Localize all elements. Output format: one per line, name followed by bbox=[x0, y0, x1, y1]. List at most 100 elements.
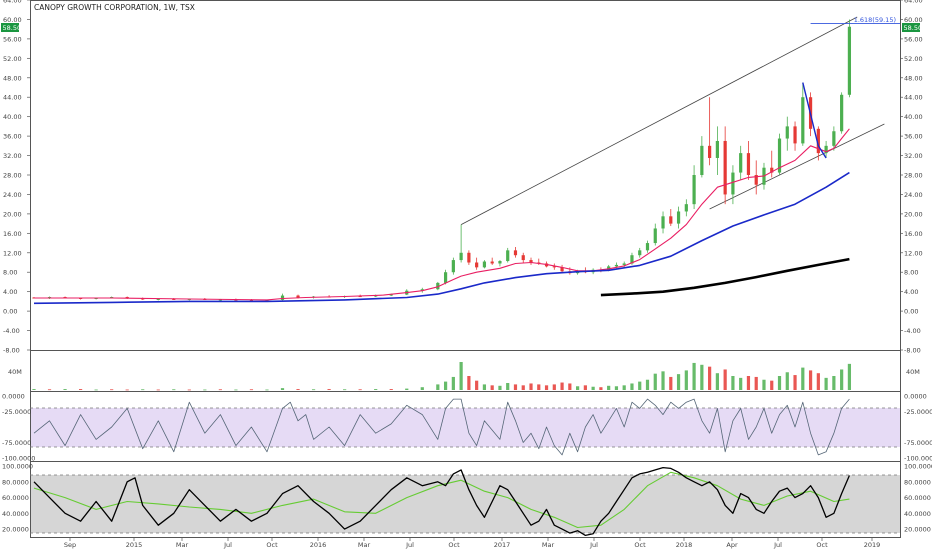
volume-bar bbox=[824, 377, 828, 390]
volume-bar bbox=[529, 383, 533, 390]
volume-bar bbox=[785, 372, 789, 390]
volume-bar bbox=[420, 387, 424, 390]
price-tick-left: 4.00 bbox=[3, 288, 17, 296]
stoch-tick-right: 60.0000 bbox=[904, 494, 931, 502]
price-tick-right: 16.00 bbox=[904, 230, 923, 238]
price-tick-left: 20.00 bbox=[3, 210, 22, 218]
price-tick-right: 12.00 bbox=[904, 249, 923, 257]
volume-bar bbox=[544, 385, 549, 390]
volume-bar bbox=[847, 363, 852, 390]
price-tick-left: 64.00 bbox=[3, 0, 22, 5]
volume-bar bbox=[498, 385, 502, 390]
pane-frames bbox=[30, 0, 901, 538]
time-axis-label: Oct bbox=[266, 541, 278, 549]
price-tick-right: -8.00 bbox=[904, 347, 921, 355]
time-axis-label: Oct bbox=[816, 541, 828, 549]
last-price-right-label: 58.50 bbox=[904, 24, 923, 32]
candle-body bbox=[746, 153, 751, 175]
volume-bar bbox=[700, 364, 704, 390]
price-tick-left: 36.00 bbox=[3, 133, 22, 141]
volume-bar bbox=[777, 376, 782, 390]
volume-bar bbox=[311, 389, 316, 391]
fib-extension: 1.618(59.15) bbox=[810, 16, 900, 24]
candle-body bbox=[560, 267, 564, 272]
candle-body bbox=[280, 295, 285, 300]
volume-bar bbox=[723, 369, 727, 390]
volume-bars bbox=[32, 362, 852, 391]
candle-body bbox=[156, 298, 160, 300]
volume-bar bbox=[692, 362, 696, 390]
candle-body bbox=[754, 175, 758, 185]
volume-bar bbox=[607, 385, 611, 390]
moving-average-line bbox=[33, 171, 850, 305]
time-axis-label: Oct bbox=[448, 541, 460, 549]
candle-body bbox=[622, 263, 626, 265]
candle-body bbox=[490, 261, 494, 264]
time-axis-label: Jul bbox=[773, 541, 782, 549]
candle-body bbox=[467, 252, 471, 263]
candle-body bbox=[638, 250, 642, 256]
volume-bar bbox=[599, 387, 603, 390]
volume-bar bbox=[731, 376, 735, 390]
price-tick-left: 60.00 bbox=[3, 16, 22, 24]
stoch-tick-right: 80.0000 bbox=[904, 478, 931, 486]
channel-line bbox=[460, 16, 858, 225]
volume-bar bbox=[770, 380, 774, 390]
volume-bar bbox=[187, 389, 191, 391]
time-axis-label: Apr bbox=[726, 541, 738, 549]
rsi-tick-right: -25.0000 bbox=[904, 408, 932, 416]
price-tick-right: 64.00 bbox=[904, 0, 923, 5]
stoch-tick-right: 20.0000 bbox=[904, 526, 931, 534]
price-tick-left: 8.00 bbox=[3, 269, 17, 277]
chart-title: CANOPY GROWTH CORPORATION, 1W, TSX bbox=[34, 3, 195, 12]
rsi-band bbox=[30, 408, 900, 447]
sub-pane-axes: 40M 40M 0.0000 0.0000 -25.0000 -25.0000 -75.00… bbox=[2, 368, 932, 534]
volume-bar bbox=[203, 389, 207, 391]
price-tick-right: 4.00 bbox=[904, 288, 918, 296]
candle-body bbox=[475, 262, 479, 268]
volume-bar bbox=[630, 383, 634, 390]
rsi-tick-left: -75.0000 bbox=[2, 439, 31, 447]
volume-bar bbox=[653, 373, 657, 390]
time-axis-label: 2019 bbox=[864, 541, 881, 549]
price-tick-left: -8.00 bbox=[3, 347, 20, 355]
channel-line bbox=[709, 123, 885, 210]
volume-tick-right: 40M bbox=[906, 368, 920, 376]
trend-channel bbox=[460, 16, 885, 225]
stoch-tick-right: 100.0000 bbox=[904, 463, 932, 471]
rsi-tick-left: -25.0000 bbox=[2, 408, 31, 416]
volume-bar bbox=[234, 389, 238, 391]
time-axis-label: 2015 bbox=[126, 541, 143, 549]
volume-bar bbox=[451, 376, 455, 390]
volume-bar bbox=[708, 366, 712, 390]
price-tick-right: 8.00 bbox=[904, 269, 918, 277]
volume-bar bbox=[343, 389, 347, 391]
volume-bar bbox=[754, 376, 758, 390]
candle-body bbox=[684, 204, 688, 212]
volume-bar bbox=[172, 389, 176, 391]
volume-bar bbox=[327, 389, 331, 390]
price-tick-right: -4.00 bbox=[904, 327, 921, 335]
volume-bar bbox=[467, 376, 471, 390]
candle-body bbox=[669, 216, 673, 224]
candle-body bbox=[801, 97, 805, 144]
stoch-tick-left: 20.0000 bbox=[2, 526, 29, 534]
volume-bar bbox=[265, 389, 269, 391]
price-tick-left: -4.00 bbox=[3, 327, 20, 335]
price-tick-left: 56.00 bbox=[3, 35, 22, 43]
price-tick-right: 20.00 bbox=[904, 210, 923, 218]
stoch-tick-right: 40.0000 bbox=[904, 510, 931, 518]
candle-body bbox=[529, 260, 533, 263]
price-tick-right: 24.00 bbox=[904, 191, 923, 199]
candle-body bbox=[816, 128, 820, 154]
last-price-badge-left: 58.50 bbox=[1, 23, 21, 32]
stoch-tick-left: 40.0000 bbox=[2, 510, 29, 518]
candle-body bbox=[521, 255, 525, 261]
stoch-tick-left: 80.0000 bbox=[2, 478, 29, 486]
candle-body bbox=[141, 298, 145, 300]
volume-bar bbox=[63, 389, 67, 390]
candle-body bbox=[785, 126, 789, 139]
blue-swing-line bbox=[802, 82, 827, 159]
volume-bar bbox=[374, 389, 378, 390]
volume-bar bbox=[94, 389, 98, 391]
